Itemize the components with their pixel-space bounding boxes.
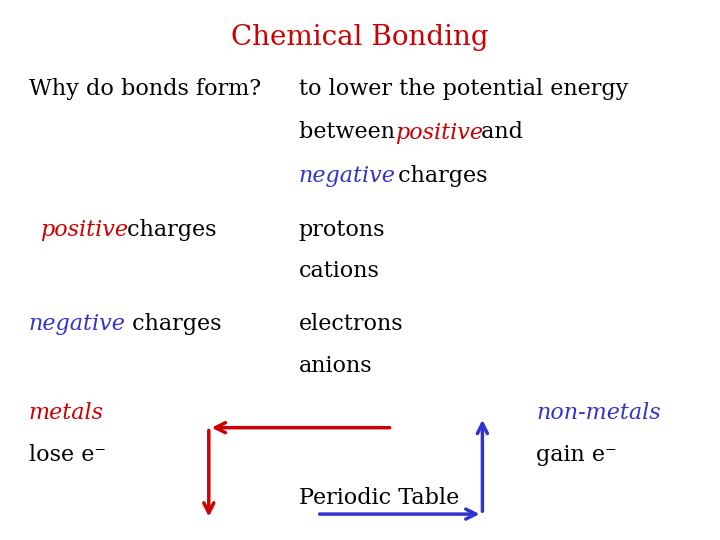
Text: negative: negative xyxy=(29,313,126,335)
Text: and: and xyxy=(474,122,523,144)
Text: protons: protons xyxy=(299,219,385,241)
Text: charges: charges xyxy=(120,219,217,241)
Text: between: between xyxy=(299,122,402,144)
Text: gain e⁻: gain e⁻ xyxy=(536,444,617,466)
Text: positive: positive xyxy=(395,122,482,144)
Text: Why do bonds form?: Why do bonds form? xyxy=(29,78,261,100)
Text: charges: charges xyxy=(391,165,487,187)
Text: metals: metals xyxy=(29,402,104,424)
Text: anions: anions xyxy=(299,355,372,377)
Text: non-metals: non-metals xyxy=(536,402,661,424)
Text: positive: positive xyxy=(40,219,127,241)
Text: negative: negative xyxy=(299,165,396,187)
Text: Chemical Bonding: Chemical Bonding xyxy=(231,24,489,51)
Text: electrons: electrons xyxy=(299,313,403,335)
Text: charges: charges xyxy=(125,313,221,335)
Text: cations: cations xyxy=(299,260,379,282)
Text: to lower the potential energy: to lower the potential energy xyxy=(299,78,628,100)
Text: lose e⁻: lose e⁻ xyxy=(29,444,106,466)
Text: Periodic Table: Periodic Table xyxy=(299,487,459,509)
